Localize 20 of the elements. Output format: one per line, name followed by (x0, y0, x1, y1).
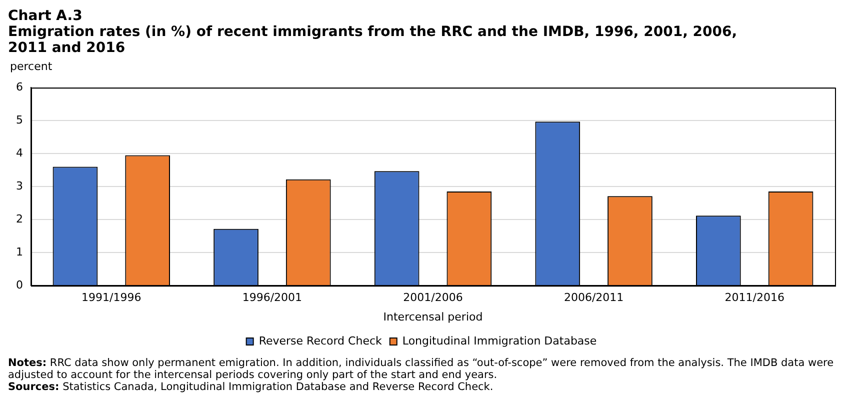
y-tick-label: 3 (16, 179, 23, 192)
chart-subtitle: Emigration rates (in %) of recent immigrants from the RRC and the IMDB, 1996, 2001, 2006, 2011 and 2016 (8, 24, 738, 56)
x-tick-label: 2006/2011 (564, 291, 624, 304)
y-axis-title: percent (10, 60, 54, 73)
y-tick-label: 6 (16, 80, 23, 94)
legend-label: Reverse Record Check (258, 334, 383, 348)
legend-label: Longitudinal Immigration Database (402, 334, 597, 348)
y-tick-label: 2 (16, 212, 23, 226)
x-tick-label: 2001/2006 (403, 291, 463, 304)
x-tick-label: 1996/2001 (242, 291, 302, 304)
chart-title: Chart A.3 (8, 8, 84, 24)
x-tick-label: 2011/2016 (724, 291, 784, 304)
y-tick-label: 4 (16, 146, 23, 160)
x-tick-label: 1991/1996 (82, 291, 142, 304)
y-tick-label: 1 (16, 245, 23, 258)
x-axis-title: Intercensal period (383, 310, 483, 324)
y-tick-label: 0 (16, 278, 23, 292)
text: Notes: RRC data show only permanent emigration. In addition, individuals classified as “out-of-scope” were removed from the analysis. The IMDB data were adjusted to account for the intercensal periods covering only part of the start and end years. (8, 357, 834, 381)
source-note: Sources: Statistics Canada, Longitudinal Immigration Database and Reverse Record Check. (8, 381, 494, 393)
y-tick-label: 5 (16, 113, 23, 126)
